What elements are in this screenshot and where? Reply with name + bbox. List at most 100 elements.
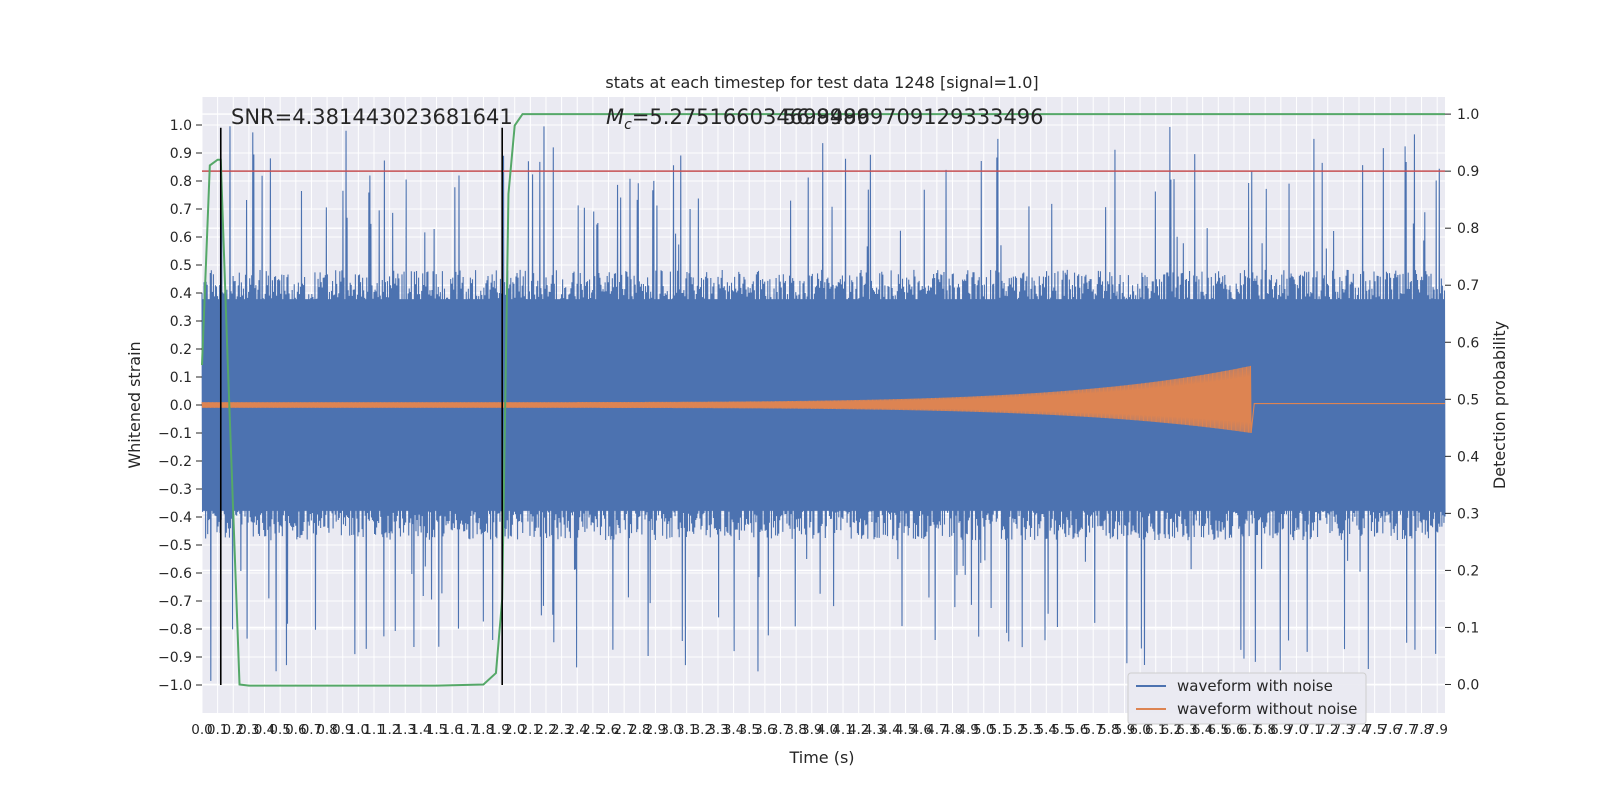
x-tick-label-51: 5.1 [989, 722, 1010, 738]
x-tick-label-15: 1.5 [426, 722, 447, 738]
series-detection-probability [201, 113, 1445, 687]
y-left-tick-label-3: −0.7 [158, 594, 192, 610]
mc-subscript: c [624, 117, 632, 133]
y-left-tick-label-8: −0.2 [158, 454, 192, 470]
x-tick-label-61: 6.1 [1145, 722, 1166, 738]
y-left-tick-label-13: 0.3 [170, 314, 192, 330]
x-tick-label-18: 1.8 [473, 722, 494, 738]
y-left-tick-label-9: −0.1 [158, 426, 192, 442]
x-tick-label-22: 2.2 [535, 722, 556, 738]
y-right-tick-label-0: 0.0 [1457, 677, 1479, 693]
y-left-tick-label-0: −1.0 [158, 678, 192, 694]
x-tick-label-70: 7.0 [1286, 722, 1307, 738]
x-tick-label-54: 5.4 [1036, 722, 1057, 738]
x-tick-label-56: 5.6 [1067, 722, 1088, 738]
x-tick-label-33: 3.3 [707, 722, 728, 738]
x-axis-label: Time (s) [788, 748, 854, 767]
x-tick-label-13: 1.3 [395, 722, 416, 738]
x-tick-label-44: 4.4 [879, 722, 900, 738]
x-tick-label-26: 2.6 [598, 722, 619, 738]
x-axis-ticks: 0.00.10.20.30.40.50.60.70.80.91.01.11.21… [191, 722, 1448, 738]
x-tick-label-52: 5.2 [1004, 722, 1025, 738]
y-left-tick-label-4: −0.6 [158, 566, 192, 582]
x-tick-label-48: 4.8 [942, 722, 963, 738]
y-left-tick-label-17: 0.7 [170, 202, 192, 218]
y-right-tick-label-2: 0.2 [1457, 563, 1479, 579]
x-tick-label-17: 1.7 [457, 722, 478, 738]
y-left-tick-label-15: 0.5 [170, 258, 192, 274]
x-tick-label-38: 3.8 [785, 722, 806, 738]
x-tick-label-45: 4.5 [895, 722, 916, 738]
snr-annotation: SNR=4.381443023681641 [231, 105, 513, 129]
x-tick-label-39: 3.9 [801, 722, 822, 738]
y-right-tick-label-3: 0.3 [1457, 506, 1479, 522]
y-right-tick-label-10: 1.0 [1457, 107, 1479, 123]
legend-label-clean: waveform without noise [1177, 700, 1357, 718]
x-tick-label-12: 1.2 [379, 722, 400, 738]
x-tick-label-63: 6.3 [1176, 722, 1197, 738]
y-axis-left-ticks: −1.0 −0.9 −0.8 −0.7 −0.6 −0.5 −0.4 −0.3 −0.2 −0.1… [158, 118, 202, 694]
x-tick-label-7: 0.7 [301, 722, 322, 738]
x-tick-label-36: 3.6 [754, 722, 775, 738]
y-left-tick-label-20: 1.0 [170, 118, 192, 134]
x-tick-label-74: 7.4 [1348, 722, 1369, 738]
x-tick-label-5: 0.5 [269, 722, 290, 738]
y-left-tick-label-19: 0.9 [170, 146, 192, 162]
y-left-tick-label-14: 0.4 [170, 286, 192, 302]
x-tick-label-8: 0.8 [316, 722, 337, 738]
y-left-tick-label-10: 0.0 [170, 398, 192, 414]
y-right-tick-label-1: 0.1 [1457, 620, 1479, 636]
y-left-tick-label-16: 0.6 [170, 230, 192, 246]
x-tick-label-0: 0.0 [191, 722, 212, 738]
y-right-tick-label-6: 0.6 [1457, 335, 1479, 351]
x-tick-label-32: 3.2 [692, 722, 713, 738]
x-tick-label-25: 2.5 [582, 722, 603, 738]
x-tick-label-24: 2.4 [567, 722, 588, 738]
x-tick-label-65: 6.5 [1208, 722, 1229, 738]
y-left-tick-label-1: −0.9 [158, 650, 192, 666]
legend: waveform with noise waveform without noi… [1127, 672, 1367, 725]
y-axis-label-left: Whitened strain [125, 341, 144, 468]
y-left-tick-label-7: −0.3 [158, 482, 192, 498]
y-axis-right-ticks: 0.0 0.1 0.2 0.3 0.4 0.5 0.6 0.7 0.8 0.9 1.0 [1445, 107, 1479, 693]
x-tick-label-31: 3.1 [676, 722, 697, 738]
x-tick-label-75: 7.5 [1364, 722, 1385, 738]
legend-box [1127, 672, 1367, 725]
x-tick-label-49: 4.9 [957, 722, 978, 738]
y-left-tick-label-5: −0.5 [158, 538, 192, 554]
y-right-tick-label-9: 0.9 [1457, 164, 1479, 180]
y-right-tick-label-4: 0.4 [1457, 449, 1479, 465]
y-left-tick-label-2: −0.8 [158, 622, 192, 638]
x-tick-label-50: 5.0 [973, 722, 994, 738]
y-left-tick-label-11: 0.1 [170, 370, 192, 386]
probability-line [201, 113, 1445, 687]
x-tick-label-76: 7.6 [1380, 722, 1401, 738]
x-tick-label-6: 0.6 [285, 722, 306, 738]
x-tick-label-40: 4.0 [817, 722, 838, 738]
x-tick-label-68: 6.8 [1254, 722, 1275, 738]
chart-title: stats at each timestep for test data 124… [605, 73, 1038, 92]
x-tick-label-35: 3.5 [738, 722, 759, 738]
x-tick-label-53: 5.3 [1020, 722, 1041, 738]
x-tick-label-10: 1.0 [348, 722, 369, 738]
x-tick-label-20: 2.0 [504, 722, 525, 738]
x-tick-label-66: 6.6 [1223, 722, 1244, 738]
x-tick-label-64: 6.4 [1192, 722, 1213, 738]
x-tick-label-29: 2.9 [645, 722, 666, 738]
x-tick-label-58: 5.8 [1098, 722, 1119, 738]
x-tick-label-77: 7.7 [1395, 722, 1416, 738]
x-tick-label-3: 0.3 [238, 722, 259, 738]
x-tick-label-60: 6.0 [1129, 722, 1150, 738]
x-tick-label-21: 2.1 [520, 722, 541, 738]
y-right-tick-label-8: 0.8 [1457, 221, 1479, 237]
x-tick-label-34: 3.4 [723, 722, 744, 738]
x-tick-label-79: 7.9 [1426, 722, 1447, 738]
x-tick-label-16: 1.6 [441, 722, 462, 738]
y-left-tick-label-12: 0.2 [170, 342, 192, 358]
x-tick-label-28: 2.8 [629, 722, 650, 738]
x-tick-label-62: 6.2 [1161, 722, 1182, 738]
x-tick-label-9: 0.9 [332, 722, 353, 738]
chirp-trace [201, 365, 1445, 434]
x-tick-label-30: 3.0 [660, 722, 681, 738]
